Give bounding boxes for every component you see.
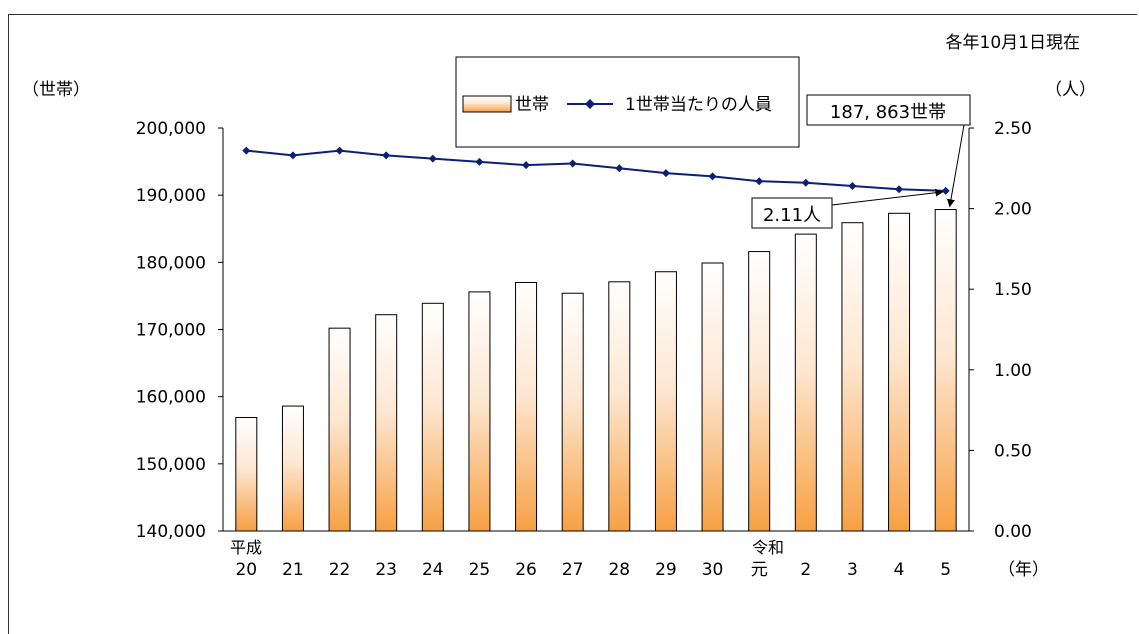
date-note: 各年10月1日現在 bbox=[946, 33, 1080, 53]
right-tick-label: 2.00 bbox=[994, 200, 1032, 220]
persons-per-household-point bbox=[708, 172, 717, 181]
line-layer bbox=[242, 146, 950, 195]
legend-line-marker bbox=[585, 99, 595, 109]
x-tick-label: 30 bbox=[702, 560, 724, 580]
household-bar bbox=[235, 416, 258, 532]
callout-arrows-layer bbox=[831, 124, 965, 208]
household-bar bbox=[654, 271, 677, 532]
x-tick-label: 20 bbox=[235, 560, 257, 580]
persons-per-household-point bbox=[242, 146, 251, 155]
right-tick-label: 0.50 bbox=[994, 441, 1032, 461]
household-bar bbox=[515, 281, 538, 532]
persons-per-household-point bbox=[288, 151, 297, 160]
x-axis-unit: （年） bbox=[998, 560, 1049, 580]
x-tick-label: 29 bbox=[655, 560, 677, 580]
left-tick-label: 160,000 bbox=[136, 388, 206, 408]
legend-line-label: 1世帯当たりの人員 bbox=[625, 95, 772, 115]
persons-per-household-point bbox=[475, 157, 484, 166]
household-bar bbox=[608, 281, 631, 532]
persons-per-household-point bbox=[615, 164, 624, 173]
household-bar bbox=[561, 292, 584, 532]
era-label-reiwa: 令和 bbox=[752, 538, 784, 557]
household-bar bbox=[701, 262, 724, 532]
x-tick-label: 26 bbox=[515, 560, 537, 580]
households-callout-box bbox=[806, 94, 971, 126]
x-tick-label: 21 bbox=[282, 560, 304, 580]
x-tick-label: 4 bbox=[894, 560, 905, 580]
household-bar bbox=[281, 405, 304, 532]
right-tick-label: 1.50 bbox=[994, 280, 1032, 300]
legend-bar-label: 世帯 bbox=[515, 95, 549, 115]
x-tick-label: 23 bbox=[375, 560, 397, 580]
persons-per-household-point bbox=[801, 178, 810, 187]
left-axis-unit: （世帯） bbox=[22, 80, 90, 100]
persons-per-household-point bbox=[895, 185, 904, 194]
x-labels-layer: 20 21 22 23 24 25 26 27 28 29 30 元 2 3 4 5 bbox=[235, 560, 951, 580]
household-bar bbox=[748, 251, 771, 532]
household-bar bbox=[468, 291, 491, 532]
households-callout-arrow bbox=[946, 124, 965, 208]
left-tick-label: 150,000 bbox=[136, 455, 206, 475]
left-tick-label: 170,000 bbox=[136, 321, 206, 341]
left-tick-label: 200,000 bbox=[136, 119, 206, 139]
household-bar bbox=[328, 327, 351, 532]
x-tick-label: 3 bbox=[847, 560, 858, 580]
left-ticks-layer: 140,000 150,000 160,000 170,000 180,000 190,0… bbox=[136, 119, 223, 542]
persons-callout-box bbox=[751, 197, 833, 229]
x-tick-label: 2 bbox=[800, 560, 811, 580]
persons-per-household-point bbox=[661, 169, 670, 178]
legend-bar-swatch bbox=[462, 95, 512, 113]
right-tick-label: 2.50 bbox=[994, 119, 1032, 139]
household-bar bbox=[841, 222, 864, 532]
x-tick-label: 22 bbox=[329, 560, 351, 580]
persons-per-household-point bbox=[568, 159, 577, 168]
right-tick-label: 1.00 bbox=[994, 361, 1032, 381]
era-label-heisei: 平成 bbox=[230, 538, 262, 557]
left-tick-label: 180,000 bbox=[136, 253, 206, 273]
x-tick-label: 25 bbox=[469, 560, 491, 580]
household-bar bbox=[934, 209, 957, 532]
bars-layer bbox=[235, 209, 957, 532]
persons-per-household-point bbox=[335, 146, 344, 155]
x-tick-label: 元 bbox=[751, 560, 768, 580]
household-bar bbox=[421, 302, 444, 532]
chart-frame bbox=[8, 14, 1137, 634]
right-ticks-layer: 0.00 0.50 1.00 1.50 2.00 2.50 bbox=[969, 119, 1032, 542]
household-bar bbox=[375, 314, 398, 532]
persons-callout-arrow bbox=[831, 188, 944, 206]
right-tick-label: 0.00 bbox=[994, 522, 1032, 542]
x-tick-label: 28 bbox=[608, 560, 630, 580]
x-tick-label: 5 bbox=[940, 560, 951, 580]
legend-box bbox=[455, 56, 800, 148]
persons-per-household-point bbox=[522, 161, 531, 170]
right-axis-unit: （人） bbox=[1045, 80, 1096, 100]
x-tick-label: 27 bbox=[562, 560, 584, 580]
x-tick-label: 24 bbox=[422, 560, 444, 580]
persons-per-household-point bbox=[941, 186, 950, 195]
households-callout: 187, 863世帯 bbox=[830, 102, 946, 123]
persons-callout: 2.11人 bbox=[763, 205, 821, 226]
legend: 世帯 1世帯当たりの人員 bbox=[455, 56, 800, 148]
left-tick-label: 140,000 bbox=[136, 522, 206, 542]
persons-per-household-point bbox=[755, 177, 764, 186]
persons-per-household-point bbox=[848, 182, 857, 191]
household-bar bbox=[888, 212, 911, 532]
persons-per-household-line bbox=[246, 149, 946, 192]
household-bar bbox=[794, 233, 817, 532]
persons-per-household-point bbox=[428, 154, 437, 163]
persons-per-household-point bbox=[382, 151, 391, 160]
left-tick-label: 190,000 bbox=[136, 186, 206, 206]
